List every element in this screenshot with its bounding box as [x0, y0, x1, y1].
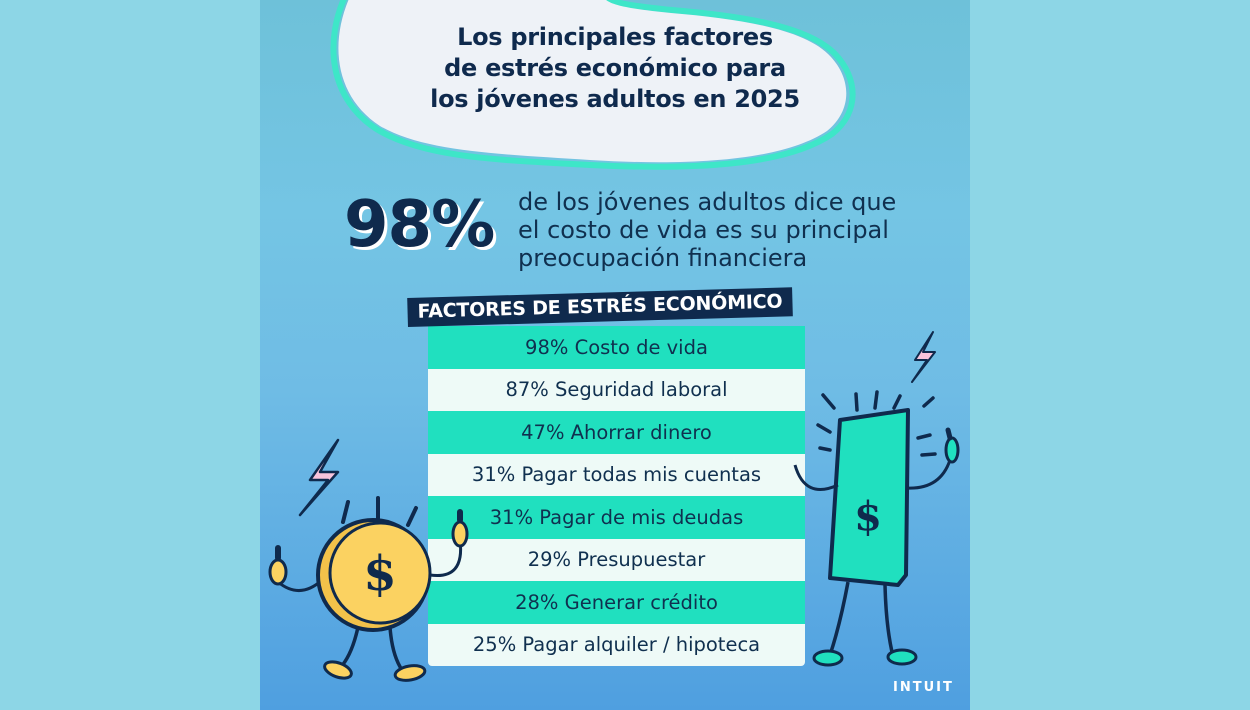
- headline-stat-value: 98%: [344, 188, 495, 262]
- headline-stat-description: de los jóvenes adultos dice que el costo…: [518, 188, 896, 272]
- table-row: 25% Pagar alquiler / hipoteca: [428, 623, 805, 666]
- lightning-bolt-icon: [298, 438, 340, 517]
- title-line: de estrés económico para: [444, 54, 786, 82]
- table-header-banner: FACTORES DE ESTRÉS ECONÓMICO: [407, 287, 793, 327]
- coin-character: $: [268, 438, 469, 682]
- title-line: los jóvenes adultos en 2025: [430, 85, 800, 113]
- intuit-logo: INTUIT: [893, 680, 954, 695]
- page-title: Los principales factores de estrés econó…: [380, 22, 850, 115]
- table-row: 31% Pagar todas mis cuentas: [428, 453, 805, 496]
- table-row: 47% Ahorrar dinero: [428, 411, 805, 454]
- description-line: el costo de vida es su principal: [518, 216, 889, 244]
- table-row: 31% Pagar de mis deudas: [428, 496, 805, 539]
- table-row: 28% Generar crédito: [428, 581, 805, 624]
- infographic-panel: Los principales factores de estrés econó…: [260, 0, 970, 710]
- title-line: Los principales factores: [457, 23, 773, 51]
- dollar-bill-character: $: [793, 331, 960, 667]
- title-cloud-shape: [330, 0, 856, 170]
- svg-text:$: $: [854, 493, 882, 540]
- table-row: 29% Presupuestar: [428, 538, 805, 581]
- lightning-bolt-icon: [911, 331, 936, 383]
- description-line: preocupación financiera: [518, 244, 808, 272]
- table-row: 98% Costo de vida: [428, 326, 805, 369]
- description-line: de los jóvenes adultos dice que: [518, 188, 897, 216]
- svg-text:$: $: [363, 546, 396, 602]
- table-row: 87% Seguridad laboral: [428, 368, 805, 411]
- stress-factors-table: 98% Costo de vida 87% Seguridad laboral …: [428, 326, 805, 666]
